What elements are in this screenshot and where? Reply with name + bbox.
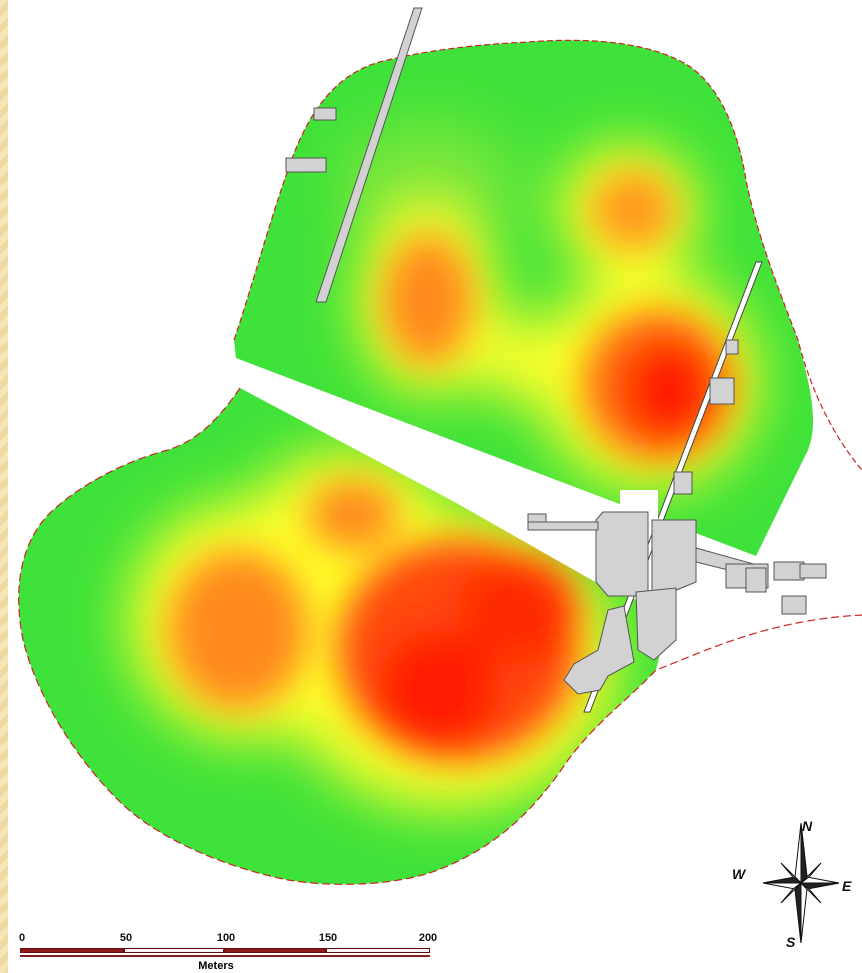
compass-south-label: S <box>786 934 796 950</box>
scale-bar-segments <box>20 948 430 958</box>
scale-tick-100: 100 <box>216 932 236 944</box>
heatmap-svg <box>18 7 862 885</box>
building <box>285 157 327 173</box>
scale-tick-200: 200 <box>418 932 438 944</box>
compass-east-label: E <box>842 878 852 894</box>
north-arrow-icon <box>762 822 840 944</box>
scale-segment <box>124 948 224 953</box>
scale-units-label: Meters <box>198 960 234 972</box>
compass-north-label: N <box>802 818 813 834</box>
scale-segment <box>20 948 124 953</box>
compass-west-label: W <box>732 866 746 882</box>
scale-segment <box>224 948 326 953</box>
scale-tick-150: 150 <box>318 932 338 944</box>
scale-segment <box>326 948 430 953</box>
scale-tick-0: 0 <box>18 932 26 944</box>
building-cluster <box>527 339 827 695</box>
study-area-boundary-south <box>18 387 862 885</box>
building <box>313 107 337 121</box>
runway-strip <box>315 7 423 303</box>
map-canvas[interactable]: N E S W 0 50 100 150 200 Meters <box>8 0 862 973</box>
scale-tick-50: 50 <box>119 932 133 944</box>
scale-baseline <box>20 955 430 957</box>
road-corridor <box>234 358 626 596</box>
